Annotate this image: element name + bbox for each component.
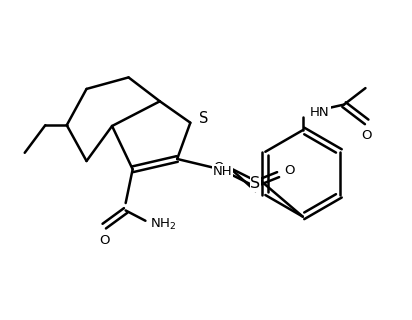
Text: O: O <box>99 234 110 246</box>
Text: HN: HN <box>310 106 330 118</box>
Text: S: S <box>250 176 260 191</box>
Text: S: S <box>199 111 208 126</box>
Text: O: O <box>214 161 224 174</box>
Text: O: O <box>285 164 295 177</box>
Text: NH$_2$: NH$_2$ <box>150 217 176 232</box>
Text: O: O <box>361 129 372 142</box>
Text: NH: NH <box>213 165 232 178</box>
